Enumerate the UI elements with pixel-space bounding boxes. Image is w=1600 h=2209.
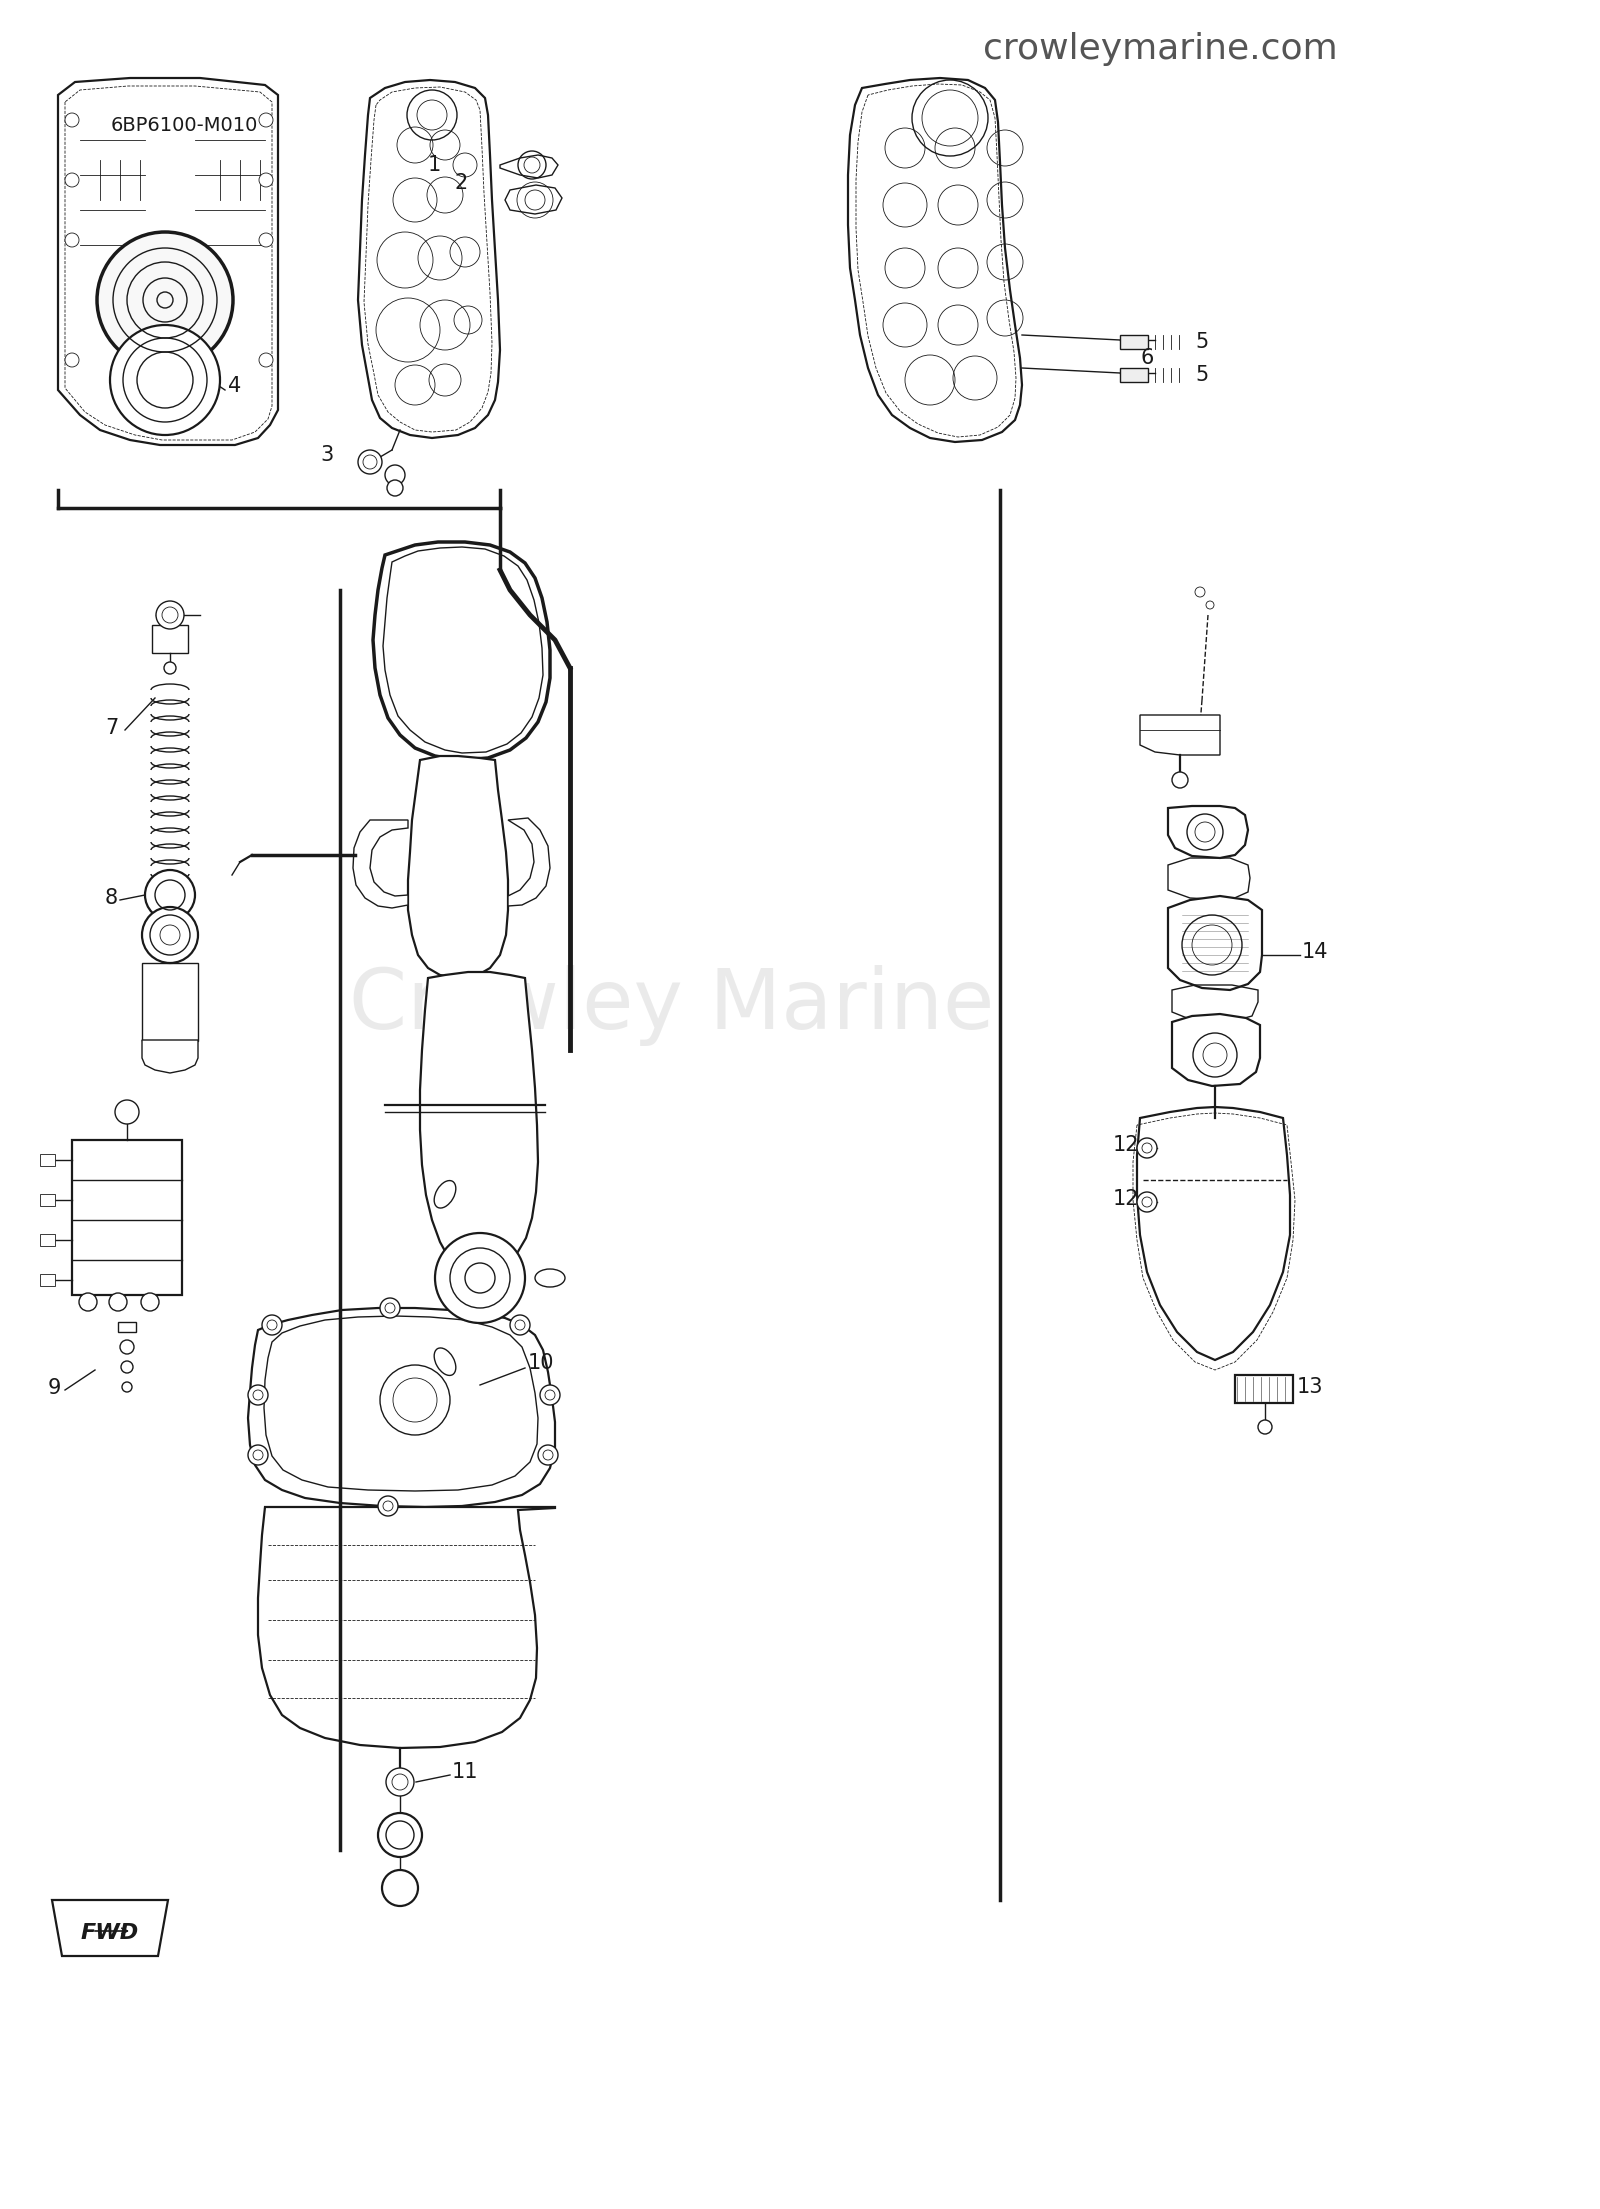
Bar (40, 1235, 54, 1246)
Circle shape (146, 870, 195, 919)
Polygon shape (1171, 1014, 1261, 1087)
Circle shape (386, 1767, 414, 1796)
Polygon shape (408, 755, 509, 979)
Text: 4: 4 (229, 376, 242, 395)
Circle shape (541, 1385, 560, 1405)
Circle shape (66, 232, 78, 247)
Text: 1: 1 (429, 155, 442, 175)
Circle shape (386, 466, 405, 486)
Circle shape (66, 172, 78, 188)
Circle shape (1138, 1193, 1157, 1213)
Circle shape (109, 1292, 126, 1310)
Polygon shape (373, 541, 550, 760)
Circle shape (122, 1361, 133, 1374)
Bar (142, 963, 198, 1040)
Circle shape (259, 353, 274, 367)
Text: 6BP6100-M010: 6BP6100-M010 (110, 117, 258, 135)
Circle shape (378, 1814, 422, 1858)
Circle shape (538, 1445, 558, 1465)
Polygon shape (1168, 806, 1248, 857)
Bar (40, 1153, 54, 1166)
Text: 2: 2 (454, 172, 469, 192)
Circle shape (1138, 1138, 1157, 1158)
Polygon shape (58, 77, 278, 444)
Circle shape (66, 113, 78, 126)
Ellipse shape (434, 1180, 456, 1208)
Text: 3: 3 (320, 444, 333, 466)
Polygon shape (1168, 897, 1262, 990)
Bar (1120, 336, 1149, 349)
Polygon shape (258, 1507, 555, 1747)
Circle shape (115, 1100, 139, 1124)
Circle shape (248, 1445, 269, 1465)
Circle shape (110, 325, 221, 435)
Polygon shape (142, 1040, 198, 1074)
Circle shape (358, 451, 382, 475)
Polygon shape (51, 1900, 168, 1955)
Circle shape (78, 1292, 98, 1310)
Circle shape (122, 1383, 131, 1392)
Bar (72, 1140, 182, 1294)
Circle shape (381, 1299, 400, 1319)
Text: 14: 14 (1302, 941, 1328, 961)
Circle shape (165, 663, 176, 674)
Circle shape (259, 232, 274, 247)
Circle shape (259, 172, 274, 188)
Bar (40, 1275, 54, 1286)
Circle shape (98, 232, 234, 369)
Circle shape (382, 1871, 418, 1906)
Ellipse shape (534, 1268, 565, 1288)
Circle shape (510, 1314, 530, 1334)
Polygon shape (509, 817, 550, 906)
Text: 11: 11 (453, 1763, 478, 1783)
Circle shape (248, 1385, 269, 1405)
Polygon shape (358, 80, 499, 437)
Text: 6: 6 (1139, 349, 1154, 369)
Polygon shape (354, 820, 408, 908)
Circle shape (66, 353, 78, 367)
Polygon shape (506, 186, 562, 214)
Circle shape (141, 1292, 158, 1310)
Text: 12: 12 (1114, 1188, 1139, 1208)
Polygon shape (499, 155, 558, 179)
Circle shape (387, 479, 403, 497)
Text: 13: 13 (1298, 1376, 1323, 1396)
Circle shape (1258, 1420, 1272, 1434)
Bar (1235, 1374, 1293, 1403)
Text: crowleymarine.com: crowleymarine.com (982, 31, 1338, 66)
Polygon shape (1138, 1107, 1290, 1361)
Polygon shape (848, 77, 1022, 442)
Text: 5: 5 (1195, 331, 1208, 351)
Circle shape (120, 1341, 134, 1354)
Text: Crowley Marine: Crowley Marine (349, 965, 995, 1045)
Circle shape (142, 908, 198, 963)
Circle shape (262, 1314, 282, 1334)
Text: 5: 5 (1195, 364, 1208, 384)
Text: 12: 12 (1114, 1135, 1139, 1155)
Polygon shape (248, 1308, 555, 1507)
Text: FWD: FWD (82, 1924, 139, 1944)
Text: 10: 10 (528, 1352, 555, 1374)
Polygon shape (1139, 716, 1221, 755)
Text: 8: 8 (106, 888, 118, 908)
Text: 7: 7 (106, 718, 118, 738)
Text: 9: 9 (48, 1378, 61, 1398)
Bar (152, 625, 189, 654)
Circle shape (157, 601, 184, 630)
Polygon shape (419, 972, 538, 1279)
Bar (1120, 369, 1149, 382)
Circle shape (1171, 771, 1187, 789)
Ellipse shape (434, 1347, 456, 1376)
Bar (118, 1321, 136, 1332)
Circle shape (259, 113, 274, 126)
Bar (40, 1195, 54, 1206)
Circle shape (435, 1233, 525, 1323)
Circle shape (378, 1495, 398, 1515)
